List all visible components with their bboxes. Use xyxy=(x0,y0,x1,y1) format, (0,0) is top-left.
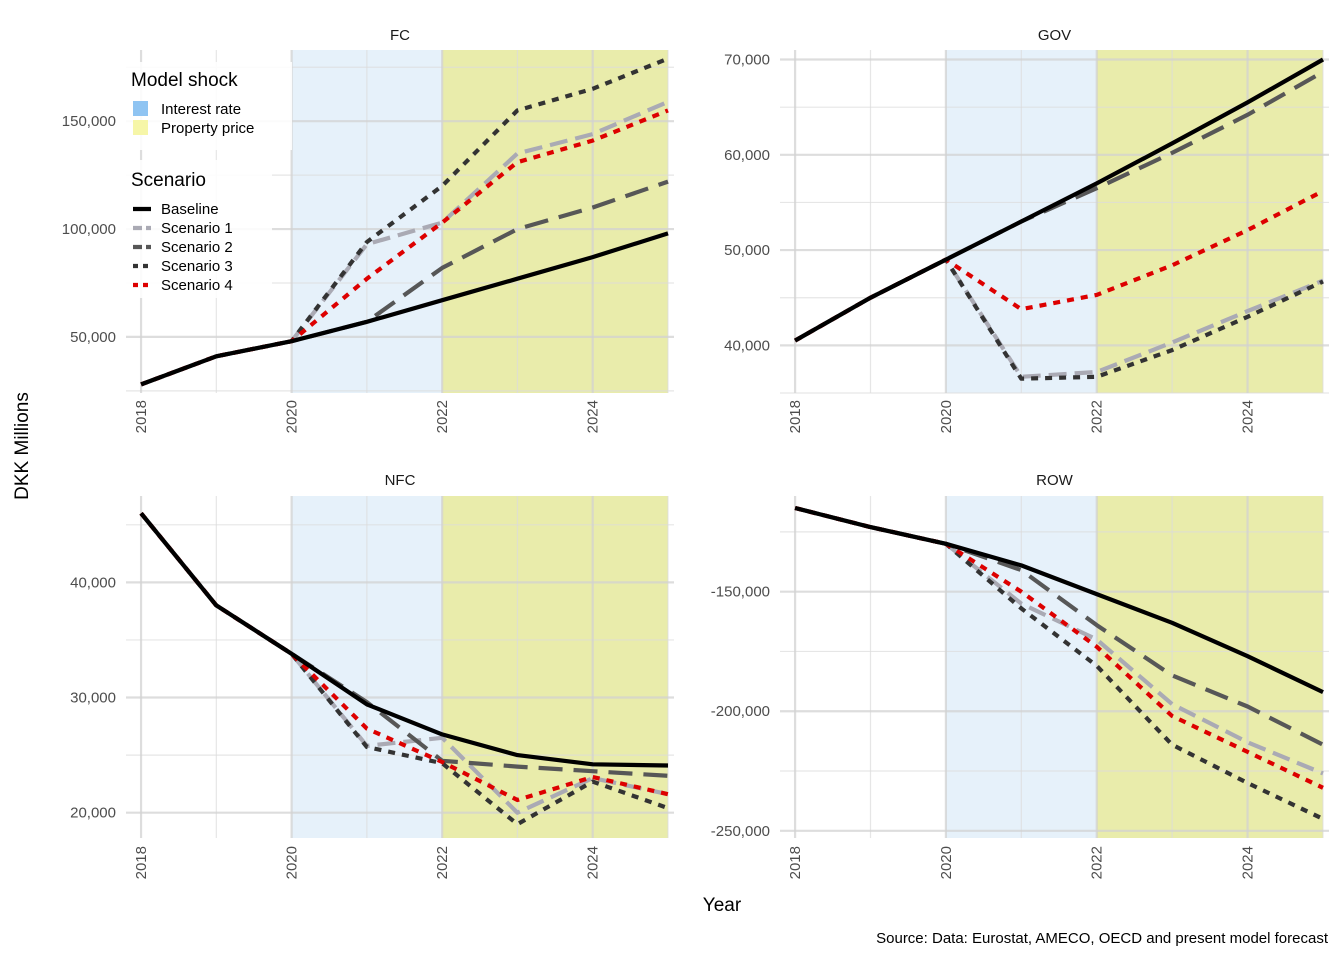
legend-shock-label: Interest rate xyxy=(161,101,241,118)
panel-fc: 2018 2020 2022 2024 50,000 100,000 150,000 FC xyxy=(62,27,674,433)
shock-band-property-price xyxy=(1096,50,1323,393)
y-tick-label: 50,000 xyxy=(724,242,770,259)
panel-row: 2018 2020 2022 2024 -250,000 -200,000 -150,000… xyxy=(711,472,1329,879)
x-tick-label: 2018 xyxy=(133,846,150,879)
x-tick-label: 2020 xyxy=(938,846,955,879)
x-tick-label: 2018 xyxy=(787,400,804,433)
series-line-baseline xyxy=(794,57,1325,343)
legend-scenario-label: Baseline xyxy=(161,201,219,218)
legend-swatch-interest-rate xyxy=(133,101,148,116)
x-axis-title: Year xyxy=(703,895,742,916)
y-tick-label: 150,000 xyxy=(62,113,116,130)
y-tick-label: -150,000 xyxy=(711,584,770,601)
x-tick-label: 2022 xyxy=(1089,846,1106,879)
x-tick-label: 2024 xyxy=(585,846,602,879)
x-tick-label: 2024 xyxy=(1240,846,1257,879)
x-tick-label: 2022 xyxy=(434,400,451,433)
x-tick-label: 2018 xyxy=(133,400,150,433)
panel-title: ROW xyxy=(1036,472,1074,489)
x-tick-label: 2024 xyxy=(585,400,602,433)
y-tick-label: 60,000 xyxy=(724,147,770,164)
panel-title: GOV xyxy=(1038,27,1071,44)
legend-shock-label: Property price xyxy=(161,120,254,137)
legend-shock-background xyxy=(122,62,292,150)
x-tick-label: 2022 xyxy=(1089,400,1106,433)
y-tick-label: 40,000 xyxy=(724,337,770,354)
y-tick-label: 100,000 xyxy=(62,221,116,238)
legend-scenario-label: Scenario 2 xyxy=(161,239,233,256)
y-tick-label: 70,000 xyxy=(724,52,770,69)
series-line-scenario-1 xyxy=(794,257,1324,379)
series-line-baseline xyxy=(140,231,669,387)
legend-swatch-property-price xyxy=(133,120,148,135)
source-caption: Source: Data: Eurostat, AMECO, OECD and … xyxy=(876,930,1329,947)
panel-nfc: 2018 2020 2022 2024 20,000 30,000 40,000 NFC xyxy=(70,472,674,879)
panel-gov: 2018 2020 2022 2024 40,000 50,000 60,000 70,000… xyxy=(724,27,1329,433)
series-line-scenario-4 xyxy=(139,511,669,803)
legend-scenario-label: Scenario 1 xyxy=(161,220,233,237)
panel-title: NFC xyxy=(385,472,416,489)
y-tick-label: -200,000 xyxy=(711,703,770,720)
legend-scenario-label: Scenario 4 xyxy=(161,277,233,294)
y-tick-label: 20,000 xyxy=(70,805,116,822)
x-tick-label: 2020 xyxy=(284,400,301,433)
series-line-baseline xyxy=(139,511,669,768)
series-line-scenario-3 xyxy=(139,511,669,827)
panel-title: FC xyxy=(390,27,410,44)
series-line-scenario-3 xyxy=(140,56,669,387)
y-tick-label: -250,000 xyxy=(711,823,770,840)
legend-scenario-label: Scenario 3 xyxy=(161,258,233,275)
legend-shock-title: Model shock xyxy=(131,70,238,91)
x-tick-label: 2024 xyxy=(1240,400,1257,433)
legend-scenario-title: Scenario xyxy=(131,170,206,191)
x-tick-label: 2020 xyxy=(284,846,301,879)
series-line-scenario-4 xyxy=(140,108,669,387)
x-tick-label: 2020 xyxy=(938,400,955,433)
series-line-scenario-2 xyxy=(794,70,1325,343)
y-tick-label: 50,000 xyxy=(70,329,116,346)
x-tick-label: 2018 xyxy=(787,846,804,879)
y-tick-label: 30,000 xyxy=(70,690,116,707)
y-tick-label: 40,000 xyxy=(70,574,116,591)
series-line-scenario-2 xyxy=(139,511,669,778)
x-tick-label: 2022 xyxy=(434,846,451,879)
series-line-baseline xyxy=(794,505,1324,694)
y-axis-title: DKK Millions xyxy=(12,392,33,500)
shock-band-property-price xyxy=(1096,496,1323,838)
